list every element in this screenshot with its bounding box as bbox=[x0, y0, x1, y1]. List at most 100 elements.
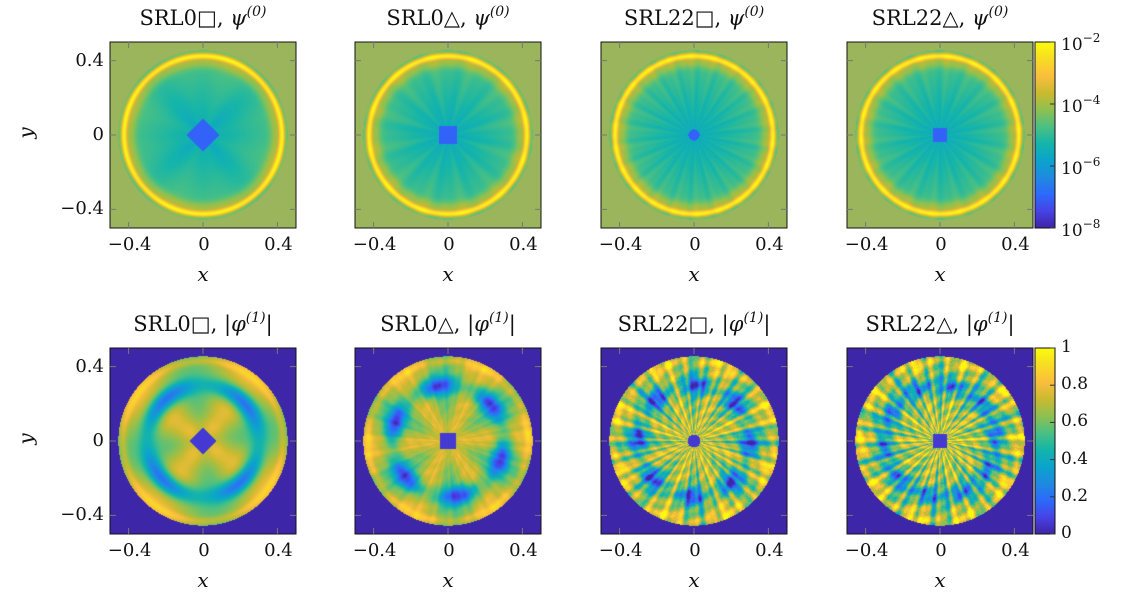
x-tick-label: −0.4 bbox=[352, 234, 397, 255]
panel-title: SRL22△, ψ(0) bbox=[817, 4, 1063, 30]
x-axis-label: x bbox=[688, 568, 700, 592]
title-symbol: ψ bbox=[230, 6, 247, 30]
panel-title: SRL0△, ψ(0) bbox=[325, 4, 571, 30]
title-prefix: SRL0□, | bbox=[133, 312, 232, 336]
y-tick-label: 0.4 bbox=[75, 49, 104, 71]
title-prefix: SRL0△, | bbox=[380, 312, 475, 336]
x-tick-label: −0.4 bbox=[844, 234, 889, 255]
x-axis-label: x bbox=[197, 568, 209, 592]
x-axis-label: x bbox=[197, 262, 209, 286]
x-tick-label: 0.4 bbox=[1001, 540, 1030, 561]
colorbar-border bbox=[1034, 41, 1056, 229]
colorbar-tick-base: 0 bbox=[1061, 523, 1072, 543]
colorbar-tick-base: 10 bbox=[1061, 159, 1083, 179]
colorbar-tick-exponent: −2 bbox=[1082, 31, 1101, 45]
x-tick-label: 0.4 bbox=[755, 234, 784, 255]
x-axis-label: x bbox=[442, 568, 454, 592]
colorbar-tick-base: 0.4 bbox=[1061, 448, 1089, 469]
title-prefix: SRL22□, bbox=[623, 6, 728, 30]
title-superscript: (1) bbox=[245, 310, 266, 326]
colorbar-tick-base: 0.2 bbox=[1061, 485, 1089, 506]
axes-frame bbox=[600, 347, 788, 535]
colorbar-tick-base: 10 bbox=[1061, 35, 1083, 55]
colorbar-tick-base: 0.8 bbox=[1061, 374, 1089, 395]
heatmap-image bbox=[355, 348, 541, 534]
x-tick-label: −0.4 bbox=[598, 234, 643, 255]
colorbar-tick-label: 0.2 bbox=[1061, 486, 1088, 506]
colorbar-tick-exponent: −4 bbox=[1082, 92, 1101, 107]
heatmap-image bbox=[110, 42, 296, 228]
x-tick-label: −0.4 bbox=[107, 540, 152, 561]
colorbar-border bbox=[1034, 347, 1056, 535]
x-axis-label: x bbox=[442, 262, 454, 286]
colorbar-tick-label: 10−8 bbox=[1061, 217, 1100, 241]
heatmap-image bbox=[355, 42, 541, 228]
title-suffix: | bbox=[508, 312, 516, 336]
x-tick-label: −0.4 bbox=[107, 234, 152, 255]
heatmap-image bbox=[847, 42, 1033, 228]
x-tick-label: 0.4 bbox=[509, 234, 538, 255]
colorbar-tick-exponent: −6 bbox=[1082, 155, 1101, 169]
x-tick-label: −0.4 bbox=[352, 540, 397, 561]
panel-title: SRL0□, |φ(1)| bbox=[80, 310, 326, 336]
colorbar-tick-label: 0.8 bbox=[1061, 374, 1088, 394]
panel-title: SRL0□, ψ(0) bbox=[80, 4, 326, 30]
colorbar-frame bbox=[1034, 41, 1056, 229]
y-tick-label: −0.4 bbox=[60, 198, 104, 220]
heatmap-image bbox=[601, 348, 787, 534]
axes-frame bbox=[846, 41, 1034, 229]
axes-frame bbox=[354, 41, 542, 229]
title-symbol: φ bbox=[728, 312, 744, 336]
x-tick-label: −0.4 bbox=[844, 540, 889, 561]
y-tick-label: −0.4 bbox=[60, 504, 104, 526]
y-tick-label: 0 bbox=[92, 430, 104, 451]
heatmap-image bbox=[601, 42, 787, 228]
axes-frame bbox=[600, 41, 788, 229]
axes-border bbox=[846, 41, 1034, 229]
title-suffix: | bbox=[1007, 312, 1015, 336]
title-suffix: | bbox=[763, 312, 771, 336]
colorbar bbox=[1035, 42, 1055, 228]
colorbar bbox=[1035, 348, 1055, 534]
axes-border bbox=[109, 41, 297, 229]
heatmap-image bbox=[110, 348, 296, 534]
colorbar-tick-label: 0.6 bbox=[1061, 411, 1088, 431]
panel-title: SRL22□, |φ(1)| bbox=[571, 310, 817, 336]
title-symbol: φ bbox=[474, 312, 489, 336]
y-tick-label: 0.4 bbox=[75, 355, 104, 377]
axes-border bbox=[109, 347, 297, 535]
x-axis-label: x bbox=[688, 262, 700, 286]
x-tick-label: 0.4 bbox=[755, 540, 784, 561]
colorbar-tick-base: 1 bbox=[1061, 337, 1072, 357]
title-symbol: φ bbox=[972, 312, 988, 336]
heatmap-image bbox=[847, 348, 1033, 534]
y-axis-label: y bbox=[13, 433, 38, 445]
x-tick-label: 0 bbox=[198, 234, 210, 255]
x-tick-label: 0 bbox=[443, 234, 455, 255]
title-superscript: (0) bbox=[744, 4, 765, 20]
title-superscript: (0) bbox=[489, 4, 510, 20]
title-symbol: ψ bbox=[727, 6, 745, 30]
colorbar-frame bbox=[1034, 347, 1056, 535]
panel-title: SRL0△, |φ(1)| bbox=[325, 310, 571, 336]
x-tick-label: 0 bbox=[935, 540, 947, 561]
axes-border bbox=[846, 347, 1034, 535]
title-symbol: ψ bbox=[473, 6, 490, 30]
title-prefix: SRL0□, bbox=[139, 6, 231, 30]
colorbar-tick-base: 10 bbox=[1061, 221, 1083, 241]
title-suffix: | bbox=[265, 312, 273, 336]
colorbar-tick-base: 10 bbox=[1061, 96, 1083, 117]
x-tick-label: 0.4 bbox=[264, 234, 293, 255]
title-prefix: SRL22△, | bbox=[865, 312, 973, 336]
title-symbol: ψ bbox=[972, 6, 989, 30]
axes-border bbox=[354, 41, 542, 229]
x-axis-label: x bbox=[934, 262, 946, 286]
axes-frame bbox=[846, 347, 1034, 535]
axes-border bbox=[600, 347, 788, 535]
colorbar-tick-label: 10−2 bbox=[1061, 31, 1100, 55]
colorbar-tick-label: 10−4 bbox=[1061, 93, 1100, 117]
colorbar-tick-exponent: −8 bbox=[1082, 217, 1101, 231]
y-axis-label: y bbox=[13, 127, 38, 139]
title-superscript: (0) bbox=[988, 4, 1009, 20]
